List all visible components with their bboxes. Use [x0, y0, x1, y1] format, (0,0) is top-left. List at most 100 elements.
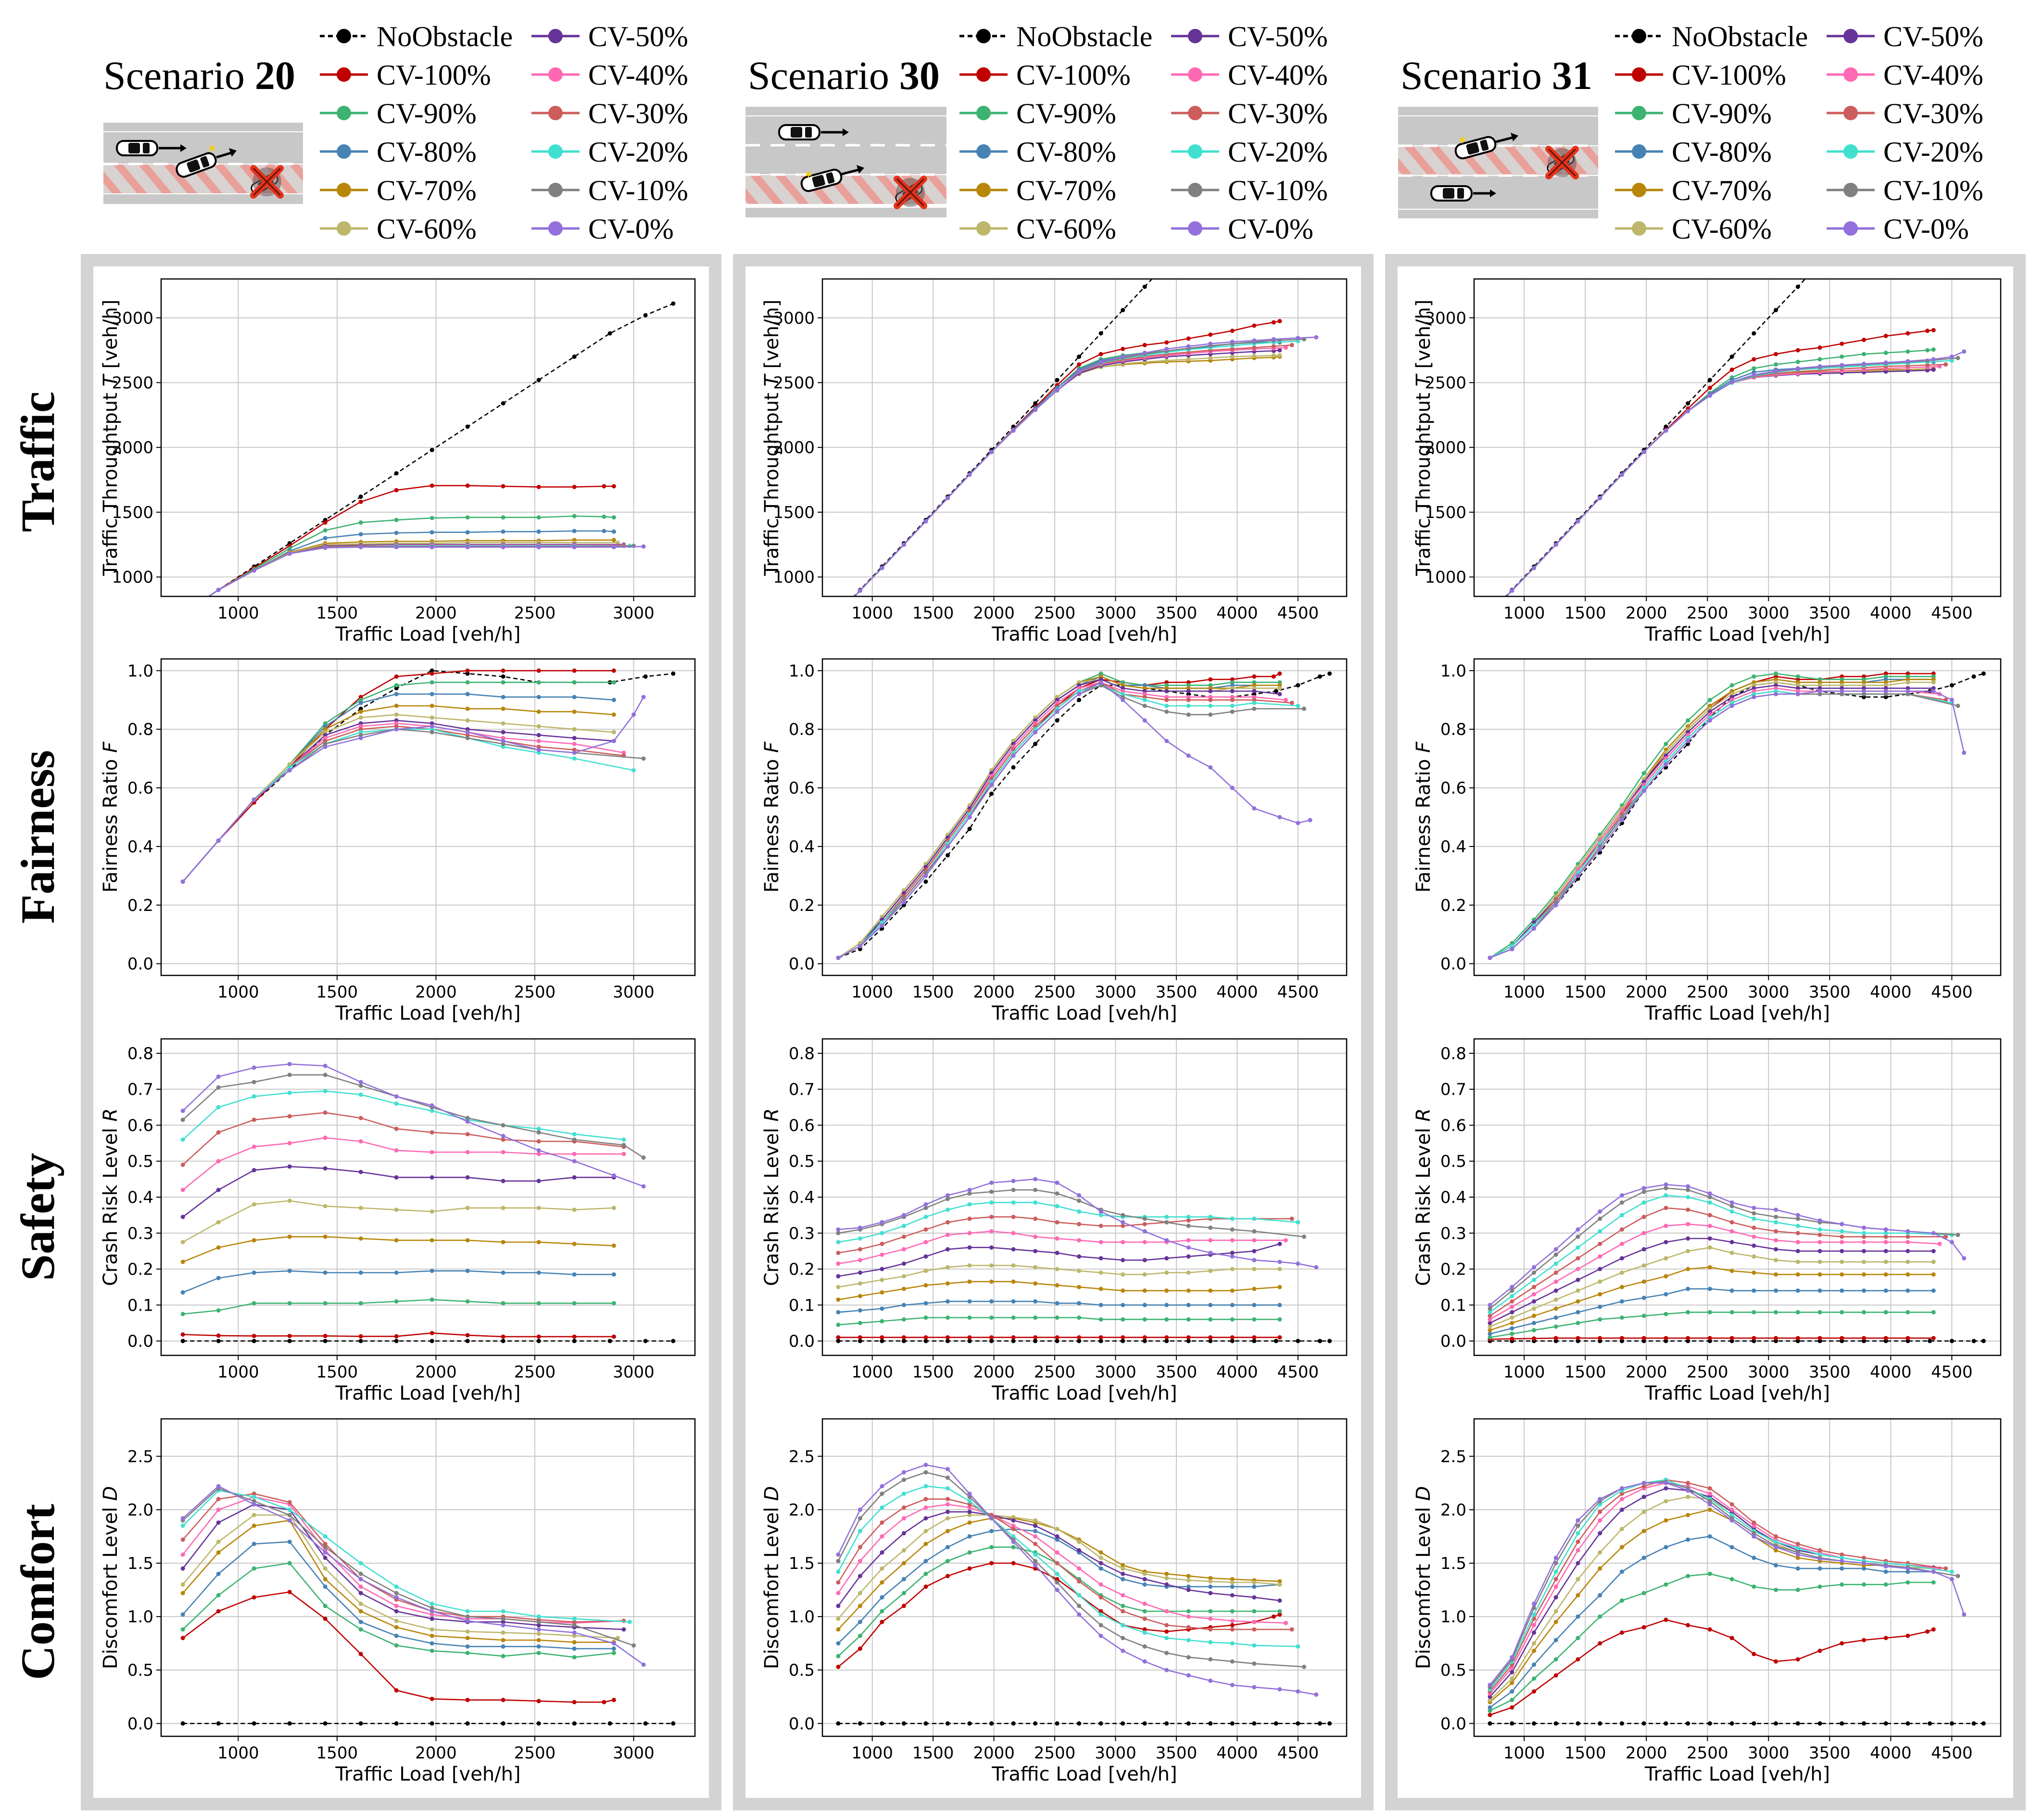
x-tick-label: 2500: [1034, 1363, 1076, 1382]
point-cv-50pct: [1098, 1561, 1103, 1566]
point-cv-30pct: [323, 1110, 328, 1115]
point-cv-40pct: [501, 1150, 505, 1154]
point-cv-50pct: [1576, 1277, 1580, 1282]
point-cv-60pct: [536, 1631, 541, 1636]
legend-label: CV-0%: [588, 213, 674, 245]
point-cv-30pct: [1729, 1220, 1734, 1225]
point-cv-0pct: [946, 844, 950, 849]
point-cv-10pct: [1186, 712, 1191, 717]
point-cv-0pct: [1077, 692, 1082, 696]
point-cv-60pct: [1252, 354, 1257, 358]
point-cv-10pct: [1707, 1499, 1712, 1504]
point-cv-20pct: [967, 1202, 972, 1207]
row-label-fairness: Fairness: [11, 750, 64, 923]
point-cv-90pct: [1033, 1315, 1038, 1320]
series-line-cv-20pct: [1489, 690, 1952, 959]
point-cv-0pct: [1314, 1265, 1319, 1270]
point-cv-40pct: [1055, 1236, 1060, 1241]
point-cv-50pct: [1576, 1561, 1580, 1566]
point-cv-100pct: [1795, 348, 1800, 353]
point-cv-50pct: [1488, 1321, 1492, 1326]
y-tick-label: 1.5: [1440, 1554, 1466, 1573]
point-cv-40pct: [901, 1247, 906, 1251]
point-noobstacle: [358, 494, 363, 499]
point-cv-30pct: [216, 1130, 221, 1135]
series-group: [836, 671, 1332, 960]
y-axis-label: Traffic Throughtput T [veh/h]: [1413, 300, 1435, 576]
series-line-cv-30pct: [838, 682, 1292, 959]
x-axis-label: Traffic Load [veh/h]: [991, 1382, 1177, 1404]
point-cv-0pct: [1055, 1588, 1060, 1592]
series-line-cv-100pct: [838, 1562, 1280, 1668]
point-noobstacle: [836, 611, 840, 616]
point-cv-0pct: [641, 544, 646, 549]
point-cv-0pct: [946, 1466, 950, 1471]
point-cv-30pct: [1142, 1222, 1147, 1226]
point-cv-90pct: [880, 1319, 884, 1324]
y-tick-label: 3000: [773, 309, 815, 328]
point-cv-50pct: [1598, 1267, 1602, 1271]
point-cv-20pct: [1296, 1220, 1300, 1225]
point-cv-70pct: [1774, 1272, 1778, 1277]
x-tick-label: 3500: [1156, 604, 1198, 623]
point-cv-40pct: [858, 1258, 862, 1263]
point-cv-100pct: [1532, 1336, 1536, 1341]
point-cv-50pct: [1077, 1548, 1082, 1553]
plot-frame: [821, 1418, 1348, 1737]
series-line-cv-10pct: [837, 1471, 1304, 1668]
legend-label: CV-80%: [1672, 136, 1772, 168]
point-noobstacle: [1707, 1721, 1712, 1726]
point-cv-80pct: [1098, 1302, 1103, 1307]
point-cv-20pct: [1230, 1216, 1235, 1221]
point-cv-20pct: [1011, 1200, 1016, 1205]
y-tick-label: 3000: [112, 309, 153, 328]
y-tick-label: 0.0: [127, 955, 153, 974]
point-cv-100pct: [1186, 1335, 1191, 1340]
legend-swatch-marker: [1632, 144, 1646, 159]
legend-swatch-marker: [1843, 106, 1858, 120]
point-cv-0pct: [1840, 689, 1844, 694]
point-cv-30pct: [1707, 1486, 1712, 1491]
series-line-cv-60pct: [837, 1514, 1280, 1619]
point-cv-20pct: [1142, 697, 1147, 702]
series-line-cv-60pct: [1489, 1247, 1934, 1327]
point-cv-70pct: [465, 1238, 470, 1243]
point-cv-80pct: [1208, 1302, 1213, 1307]
x-tick-label: 2500: [1687, 1363, 1728, 1382]
point-cv-10pct: [501, 1123, 505, 1127]
point-cv-90pct: [1510, 1697, 1514, 1702]
point-cv-90pct: [1619, 1315, 1624, 1320]
x-tick-label: 2500: [1034, 1744, 1076, 1763]
point-cv-10pct: [465, 736, 470, 740]
point-cv-70pct: [465, 707, 470, 711]
y-tick-label: 0.6: [127, 1116, 153, 1135]
point-cv-0pct: [1774, 692, 1778, 696]
legend-swatch-marker: [1843, 144, 1858, 159]
legend-scenario-31: NoObstacleCV-100%CV-90%CV-80%CV-70%CV-60…: [1615, 21, 1983, 245]
point-cv-30pct: [880, 1241, 884, 1246]
legend-label: CV-20%: [1883, 136, 1983, 168]
point-cv-50pct: [572, 736, 577, 740]
y-tick-label: 0.0: [789, 955, 815, 974]
point-cv-90pct: [572, 1301, 577, 1306]
point-cv-40pct: [1284, 1620, 1288, 1625]
point-cv-90pct: [1277, 1317, 1282, 1322]
point-cv-60pct: [1208, 355, 1213, 360]
point-cv-0pct: [1296, 336, 1300, 341]
point-cv-90pct: [572, 680, 577, 685]
series-line-cv-100pct: [182, 1591, 614, 1703]
point-noobstacle: [1098, 331, 1103, 336]
point-cv-70pct: [1510, 1681, 1514, 1685]
y-tick-label: 2.5: [789, 1447, 815, 1466]
point-noobstacle: [1905, 1721, 1910, 1726]
point-cv-40pct: [1142, 1601, 1147, 1606]
point-cv-50pct: [1641, 1494, 1646, 1499]
point-cv-10pct: [1121, 1213, 1125, 1217]
point-cv-70pct: [1664, 1518, 1668, 1523]
point-cv-10pct: [1164, 1220, 1169, 1225]
point-cv-30pct: [1011, 1214, 1016, 1219]
x-tick-label: 1500: [912, 604, 954, 623]
point-cv-80pct: [358, 1270, 363, 1275]
point-cv-10pct: [836, 1231, 841, 1236]
point-cv-90pct: [880, 1609, 884, 1614]
